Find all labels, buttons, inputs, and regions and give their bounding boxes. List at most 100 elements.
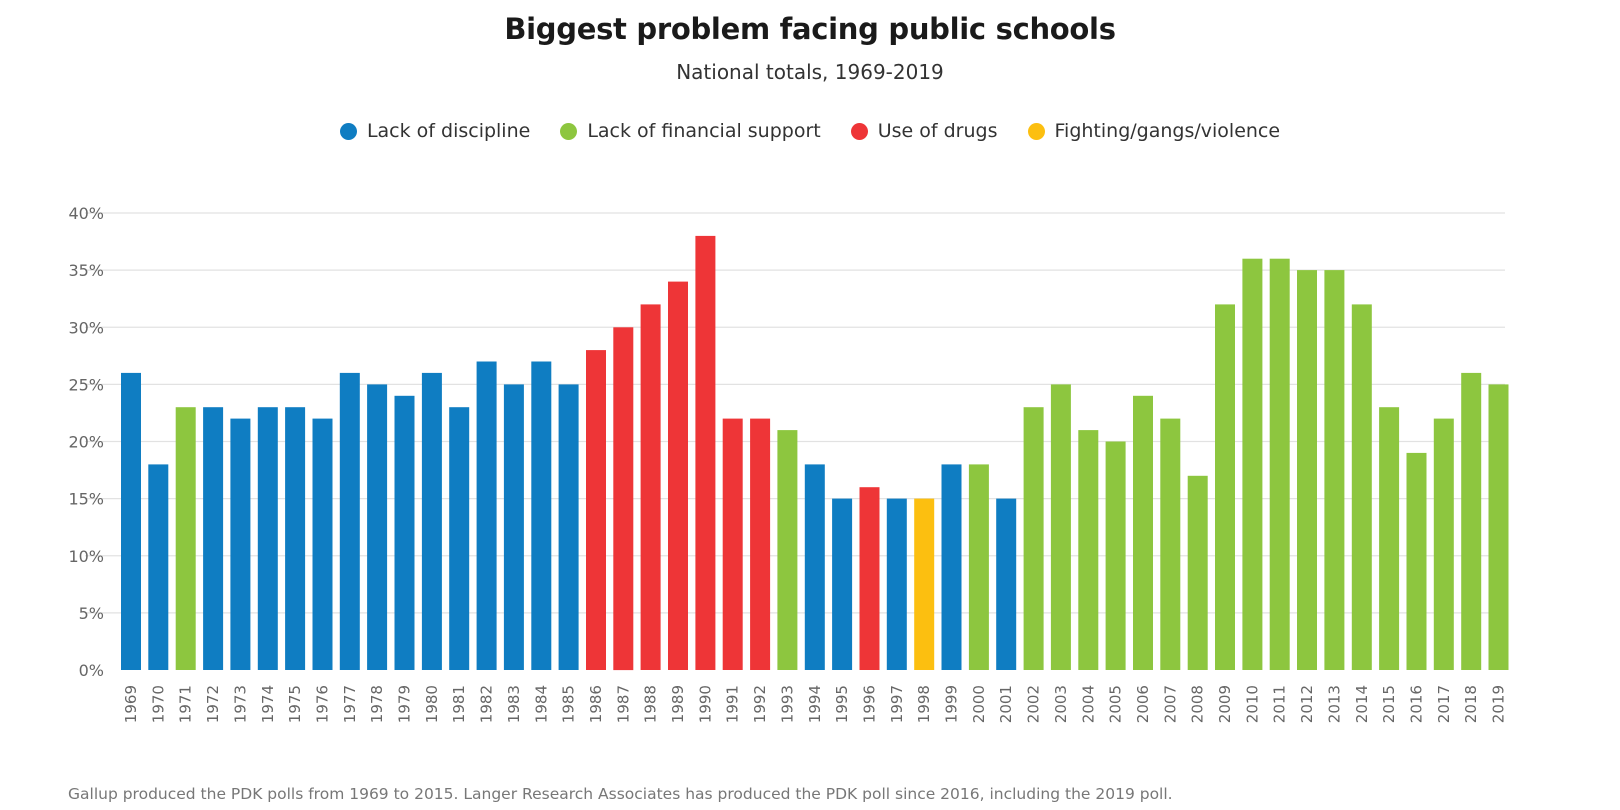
x-tick-label: 2013 — [1325, 685, 1343, 723]
y-tick-label: 25% — [68, 375, 104, 394]
x-tick-label: 2001 — [997, 685, 1015, 723]
x-tick-label: 2012 — [1298, 685, 1316, 723]
x-tick-label: 1983 — [505, 685, 523, 723]
source-footnote: Gallup produced the PDK polls from 1969 … — [68, 785, 1173, 803]
bar-2004[interactable]: 2004: 21% (Lack of financial support) — [1078, 430, 1099, 670]
bar-1974[interactable]: 1974: 23% (Lack of discipline) — [257, 407, 278, 670]
bar-1997[interactable]: 1997: 15% (Lack of discipline) — [886, 498, 907, 670]
x-tick-label: 1993 — [778, 685, 796, 723]
legend-swatch-discipline — [339, 122, 357, 140]
y-tick-label: 20% — [68, 433, 104, 452]
legend-item-drugs[interactable]: Use of drugs — [850, 120, 998, 142]
legend-item-financial[interactable]: Lack of financial support — [560, 120, 821, 142]
bar-1991[interactable]: 1991: 22% (Use of drugs) — [722, 418, 743, 670]
x-tick-label: 2004 — [1079, 685, 1097, 723]
x-tick-label: 1975 — [286, 685, 304, 723]
bar-2007[interactable]: 2007: 22% (Lack of financial support) — [1160, 418, 1181, 670]
bar-2005[interactable]: 2005: 20% (Lack of financial support) — [1105, 441, 1126, 671]
bar-1986[interactable]: 1986: 28% (Use of drugs) — [586, 350, 606, 670]
bar-1985[interactable]: 1985: 25% (Lack of discipline) — [558, 384, 579, 670]
x-tick-label: 1977 — [341, 685, 359, 723]
bar-1984[interactable]: 1984: 27% (Lack of discipline) — [531, 361, 552, 671]
x-tick-label: 1972 — [204, 685, 222, 723]
x-tick-label: 2019 — [1490, 685, 1508, 723]
bar-1989[interactable]: 1989: 34% (Use of drugs) — [668, 281, 688, 670]
bar-1996[interactable]: 1996: 16% (Use of drugs) — [859, 487, 880, 670]
x-axis-ticks: 1969 1970 1971 1972 1973 1974 1975 1976 1977 1978… — [122, 685, 1508, 723]
bar-1987[interactable]: 1987: 30% (Use of drugs) — [613, 327, 634, 671]
x-tick-label: 1978 — [368, 685, 386, 723]
bar-2015[interactable]: 2015: 23% (Lack of financial support) — [1379, 407, 1400, 670]
bar-1988[interactable]: 1988: 32% (Use of drugs) — [640, 304, 661, 670]
bar-1995[interactable]: 1995: 15% (Lack of discipline) — [832, 498, 853, 670]
bar-1971[interactable]: 1971: 23% (Lack of financial support) — [175, 407, 196, 670]
legend-item-discipline[interactable]: Lack of discipline — [339, 120, 531, 142]
x-tick-label: 2014 — [1353, 685, 1371, 723]
x-tick-label: 1995 — [833, 685, 851, 723]
bar-2009[interactable]: 2009: 32% (Lack of financial support) — [1215, 304, 1235, 670]
bar-1975[interactable]: 1975: 23% (Lack of discipline) — [285, 407, 306, 670]
bar-1977[interactable]: 1977: 26% (Lack of discipline) — [339, 372, 360, 670]
legend-label: Lack of discipline — [366, 120, 531, 142]
x-tick-label: 1974 — [259, 685, 277, 723]
x-tick-label: 1986 — [587, 685, 605, 723]
y-tick-label: 15% — [68, 490, 104, 509]
bar-1983[interactable]: 1983: 25% (Lack of discipline) — [503, 384, 524, 670]
bar-2006[interactable]: 2006: 24% (Lack of financial support) — [1133, 395, 1153, 670]
bar-1980[interactable]: 1980: 26% (Lack of discipline) — [421, 372, 442, 670]
bar-1992[interactable]: 1992: 22% (Use of drugs) — [750, 418, 771, 670]
bar-1982[interactable]: 1982: 27% (Lack of discipline) — [476, 361, 497, 671]
bar-1973[interactable]: 1973: 22% (Lack of discipline) — [230, 418, 251, 670]
x-tick-label: 1971 — [177, 685, 195, 723]
bar-1981[interactable]: 1981: 23% (Lack of discipline) — [449, 407, 470, 670]
bar-2003[interactable]: 2003: 25% (Lack of financial support) — [1050, 384, 1071, 670]
bar-2008[interactable]: 2008: 17% (Lack of financial support) — [1187, 475, 1208, 670]
bar-2001[interactable]: 2001: 15% (Lack of discipline) — [996, 498, 1017, 670]
y-tick-label: 30% — [68, 318, 104, 337]
bar-1969[interactable]: 1969: 26% (Lack of discipline) — [121, 372, 141, 670]
x-tick-label: 1979 — [396, 685, 414, 723]
x-tick-label: 2008 — [1189, 685, 1207, 723]
x-tick-label: 1988 — [642, 685, 660, 723]
x-tick-label: 1980 — [423, 685, 441, 723]
x-tick-label: 1987 — [614, 685, 632, 723]
legend-item-violence[interactable]: Fighting/gangs/violence — [1027, 120, 1280, 142]
chart-title: Biggest problem facing public schools — [504, 12, 1116, 46]
bar-2012[interactable]: 2012: 35% (Lack of financial support) — [1297, 270, 1317, 670]
x-tick-label: 2010 — [1243, 685, 1261, 723]
x-tick-label: 2005 — [1107, 685, 1125, 723]
bar-2010[interactable]: 2010: 36% (Lack of financial support) — [1242, 258, 1263, 670]
bar-2002[interactable]: 2002: 23% (Lack of financial support) — [1023, 407, 1044, 670]
bar-2014[interactable]: 2014: 32% (Lack of financial support) — [1351, 304, 1372, 670]
bar-2017[interactable]: 2017: 22% (Lack of financial support) — [1433, 418, 1454, 670]
bar-1979[interactable]: 1979: 24% (Lack of discipline) — [394, 395, 415, 670]
y-axis-ticks: 0% 5% 10% 15% 20% 25% 30% 35% 40% — [68, 204, 104, 680]
bar-chart: 0% 5% 10% 15% 20% 25% 30% 35% 40% 1969: 26% (Lac… — [68, 204, 1509, 723]
x-tick-label: 1991 — [724, 685, 742, 723]
x-tick-label: 1989 — [669, 685, 687, 723]
bar-1994[interactable]: 1994: 18% (Lack of discipline) — [804, 464, 825, 670]
y-tick-label: 35% — [68, 261, 104, 280]
x-tick-label: 2003 — [1052, 685, 1070, 723]
bar-1998[interactable]: 1998: 15% (Fighting/gangs/violence) — [914, 498, 935, 670]
legend-label: Use of drugs — [877, 120, 998, 142]
legend-swatch-drugs — [850, 122, 868, 140]
bar-1990[interactable]: 1990: 38% (Use of drugs) — [695, 235, 716, 670]
bar-2013[interactable]: 2013: 35% (Lack of financial support) — [1324, 270, 1345, 670]
x-tick-label: 1992 — [751, 685, 769, 723]
bar-1993[interactable]: 1993: 21% (Lack of financial support) — [777, 430, 798, 670]
bar-1970[interactable]: 1970: 18% (Lack of discipline) — [148, 464, 169, 670]
bar-1999[interactable]: 1999: 18% (Lack of discipline) — [941, 464, 962, 670]
bar-2019[interactable]: 2019: 25% (Lack of financial support) — [1488, 384, 1509, 670]
bar-2011[interactable]: 2011: 36% (Lack of financial support) — [1269, 258, 1290, 670]
bar-1976[interactable]: 1976: 22% (Lack of discipline) — [312, 418, 333, 670]
bar-2018[interactable]: 2018: 26% (Lack of financial support) — [1461, 372, 1482, 670]
bar-1972[interactable]: 1972: 23% (Lack of discipline) — [203, 407, 224, 670]
y-tick-label: 5% — [79, 604, 104, 623]
bar-2000[interactable]: 2000: 18% (Lack of financial support) — [968, 464, 989, 670]
x-tick-label: 1976 — [313, 685, 331, 723]
legend-swatch-financial — [560, 122, 578, 140]
bar-2016[interactable]: 2016: 19% (Lack of financial support) — [1406, 452, 1427, 670]
x-tick-label: 2007 — [1161, 685, 1179, 723]
bar-1978[interactable]: 1978: 25% (Lack of discipline) — [367, 384, 388, 670]
